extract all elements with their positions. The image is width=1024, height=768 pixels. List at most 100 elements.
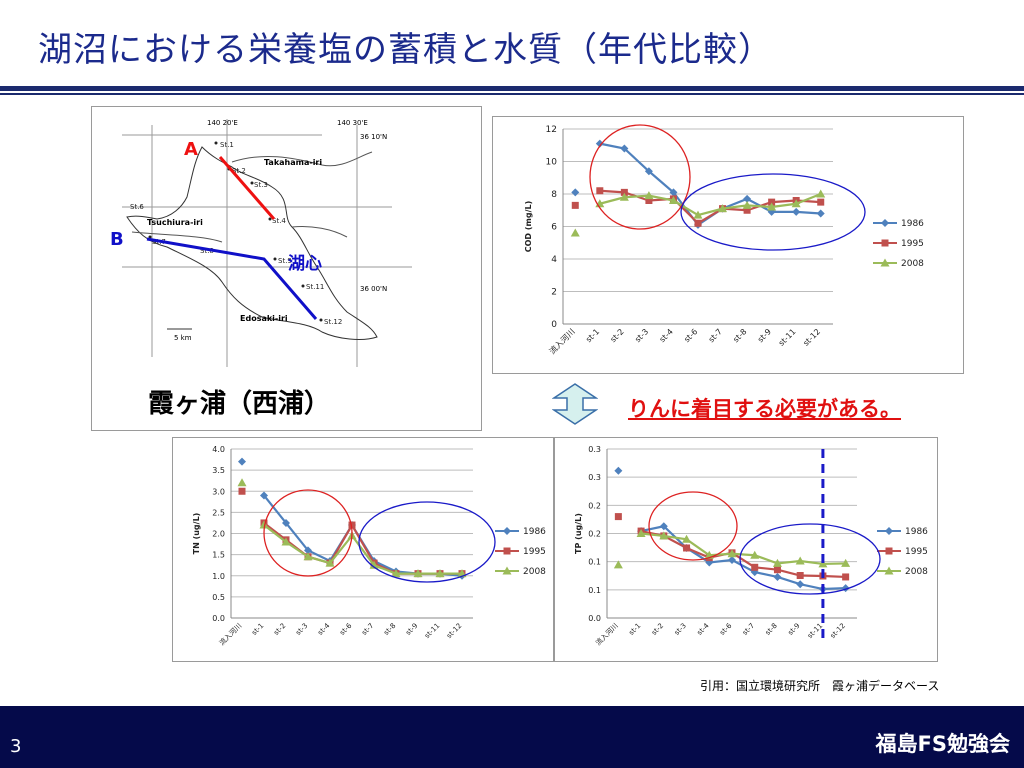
station-label: St.4 (272, 217, 286, 225)
y-tick-label: 10 (546, 158, 558, 168)
data-point-1995 (571, 201, 579, 209)
cod-chart-panel: 0 2 4 6 8 10 12 流入河川 st-1 st-2 st-3 st-4 st-6 st-7 st-… (492, 116, 964, 374)
series-line-2008 (599, 192, 822, 217)
data-point-1986 (282, 518, 290, 527)
x-tick-label: st-2 (272, 622, 287, 637)
legend-marker-1986 (885, 527, 893, 535)
data-point-2008 (570, 228, 580, 237)
data-point-2008 (644, 191, 654, 200)
x-tick-label: st-9 (756, 327, 773, 344)
y-tick-label: 0.2 (588, 501, 601, 510)
place-label: Tsuchiura-iri (147, 218, 203, 227)
legend-marker-2008 (884, 566, 894, 575)
data-point-2008 (742, 200, 752, 209)
tn-chart-panel: 0.0 0.5 1.0 1.5 2.0 2.5 3.0 3.5 4.0 流入河川 st-1 st-2 s… (172, 437, 554, 662)
legend-label-1986: 1986 (901, 219, 924, 229)
data-point-1995 (773, 566, 781, 574)
y-tick-label: 4 (551, 255, 557, 265)
y-tick-label: 0.3 (588, 445, 601, 454)
transect-b-label: B (110, 229, 124, 250)
legend-marker-2008 (502, 566, 512, 575)
page-number: 3 (10, 736, 22, 757)
legend-marker-1995 (885, 547, 893, 555)
data-point-1995 (596, 187, 604, 195)
x-tick-label: st-7 (741, 622, 756, 637)
transect-a-label: A (184, 139, 198, 160)
legend-marker-1986 (881, 219, 889, 227)
data-point-2008 (668, 196, 678, 204)
transect-b-line (146, 237, 318, 320)
slide-title: 湖沼における栄養塩の蓄積と水質（年代比較） (38, 30, 773, 70)
legend-label-1986: 1986 (523, 527, 546, 537)
title-rule-thin (0, 93, 1024, 95)
x-tick-label: st-1 (627, 622, 642, 637)
legend-label-1995: 1995 (905, 547, 928, 557)
scale-label: 5 km (174, 334, 192, 342)
data-point-2008 (816, 189, 826, 198)
legend-label-2008: 2008 (905, 567, 928, 577)
station-label: St.3 (254, 181, 268, 189)
lake-map: 140 20'E 140 30'E 36 10'N 36 00'N Takaha… (110, 119, 412, 367)
data-point-2008 (693, 210, 703, 219)
y-tick-label: 4.0 (212, 445, 225, 454)
citation: 引用：国立環境研究所 霞ヶ浦データベース (700, 679, 940, 693)
x-tick-label: st-8 (764, 622, 779, 637)
data-point-2008 (636, 529, 646, 537)
transect-a-line (218, 156, 276, 220)
coord-label: 36 10'N (360, 133, 387, 141)
y-tick-label: 1.0 (212, 572, 225, 581)
data-point-2008 (619, 192, 629, 201)
data-point-1995 (348, 521, 356, 529)
legend-label-1995: 1995 (901, 239, 924, 249)
legend-marker-1986 (503, 527, 511, 535)
x-tick-label: st-11 (423, 622, 441, 640)
data-point-1986 (796, 580, 805, 589)
y-tick-label: 6 (551, 223, 557, 233)
place-label: Edosaki-iri (240, 314, 288, 323)
data-point-2008 (682, 534, 692, 543)
x-tick-label: st-8 (382, 622, 397, 637)
y-tick-label: 0 (551, 320, 557, 330)
tp-chart-panel: 0.0 0.1 0.1 0.2 0.2 0.3 0.3 流入河川 st-1 st-2 st-3 st-… (554, 437, 938, 662)
x-tick-label: st-1 (250, 622, 265, 637)
tn-chart: 0.0 0.5 1.0 1.5 2.0 2.5 3.0 3.5 4.0 流入河川 st-1 st-2 s… (192, 445, 546, 647)
data-point-2008 (841, 558, 851, 567)
footer-bar (0, 706, 1024, 768)
data-point-1986 (743, 194, 752, 203)
data-point-1995 (768, 198, 776, 206)
data-point-1986 (620, 144, 629, 153)
data-point-2008 (750, 550, 760, 559)
data-point-2008 (259, 520, 269, 529)
organization-name: 福島FS勉強会 (875, 732, 1010, 756)
y-tick-label: 12 (546, 125, 557, 135)
data-point-2008 (391, 569, 401, 578)
legend-label-1986: 1986 (905, 527, 928, 537)
data-point-2008 (303, 552, 313, 561)
data-point-1995 (238, 487, 246, 495)
y-tick-label: 0.5 (212, 593, 225, 602)
x-tick-label: 流入河川 (217, 621, 243, 647)
data-point-1995 (796, 572, 804, 580)
data-point-2008 (818, 559, 828, 568)
data-point-2008 (613, 560, 623, 569)
x-tick-label: st-11 (777, 327, 798, 348)
y-tick-label: 2.5 (212, 508, 225, 517)
double-arrow-icon (552, 383, 598, 425)
lake-center-label: 湖心 (288, 254, 322, 274)
data-point-1986 (659, 522, 668, 531)
data-point-2008 (772, 558, 782, 567)
data-point-2008 (718, 204, 728, 213)
data-point-1995 (645, 197, 653, 204)
data-point-1995 (817, 198, 825, 206)
x-tick-label: st-3 (294, 622, 309, 637)
legend-marker-2008 (880, 258, 890, 267)
y-axis-title: TN (ug/L) (192, 513, 201, 555)
x-tick-label: st-2 (609, 327, 626, 344)
highlight-ellipse (358, 501, 496, 583)
coord-label: 140 20'E (207, 119, 238, 127)
highlight-ellipse (680, 173, 866, 251)
legend-marker-1995 (881, 239, 889, 247)
title-rule-thick (0, 86, 1024, 91)
tp-chart: 0.0 0.1 0.1 0.2 0.2 0.3 0.3 流入河川 st-1 st-2 st-3 st-… (574, 445, 928, 647)
x-tick-label: 流入河川 (547, 326, 577, 356)
